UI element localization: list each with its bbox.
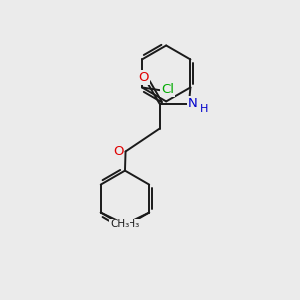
Text: CH₃: CH₃: [121, 219, 140, 229]
Text: H: H: [200, 104, 208, 114]
Text: CH₃: CH₃: [110, 219, 129, 229]
Text: O: O: [113, 145, 124, 158]
Text: O: O: [138, 70, 149, 84]
Text: Cl: Cl: [161, 83, 174, 96]
Text: N: N: [188, 97, 197, 110]
